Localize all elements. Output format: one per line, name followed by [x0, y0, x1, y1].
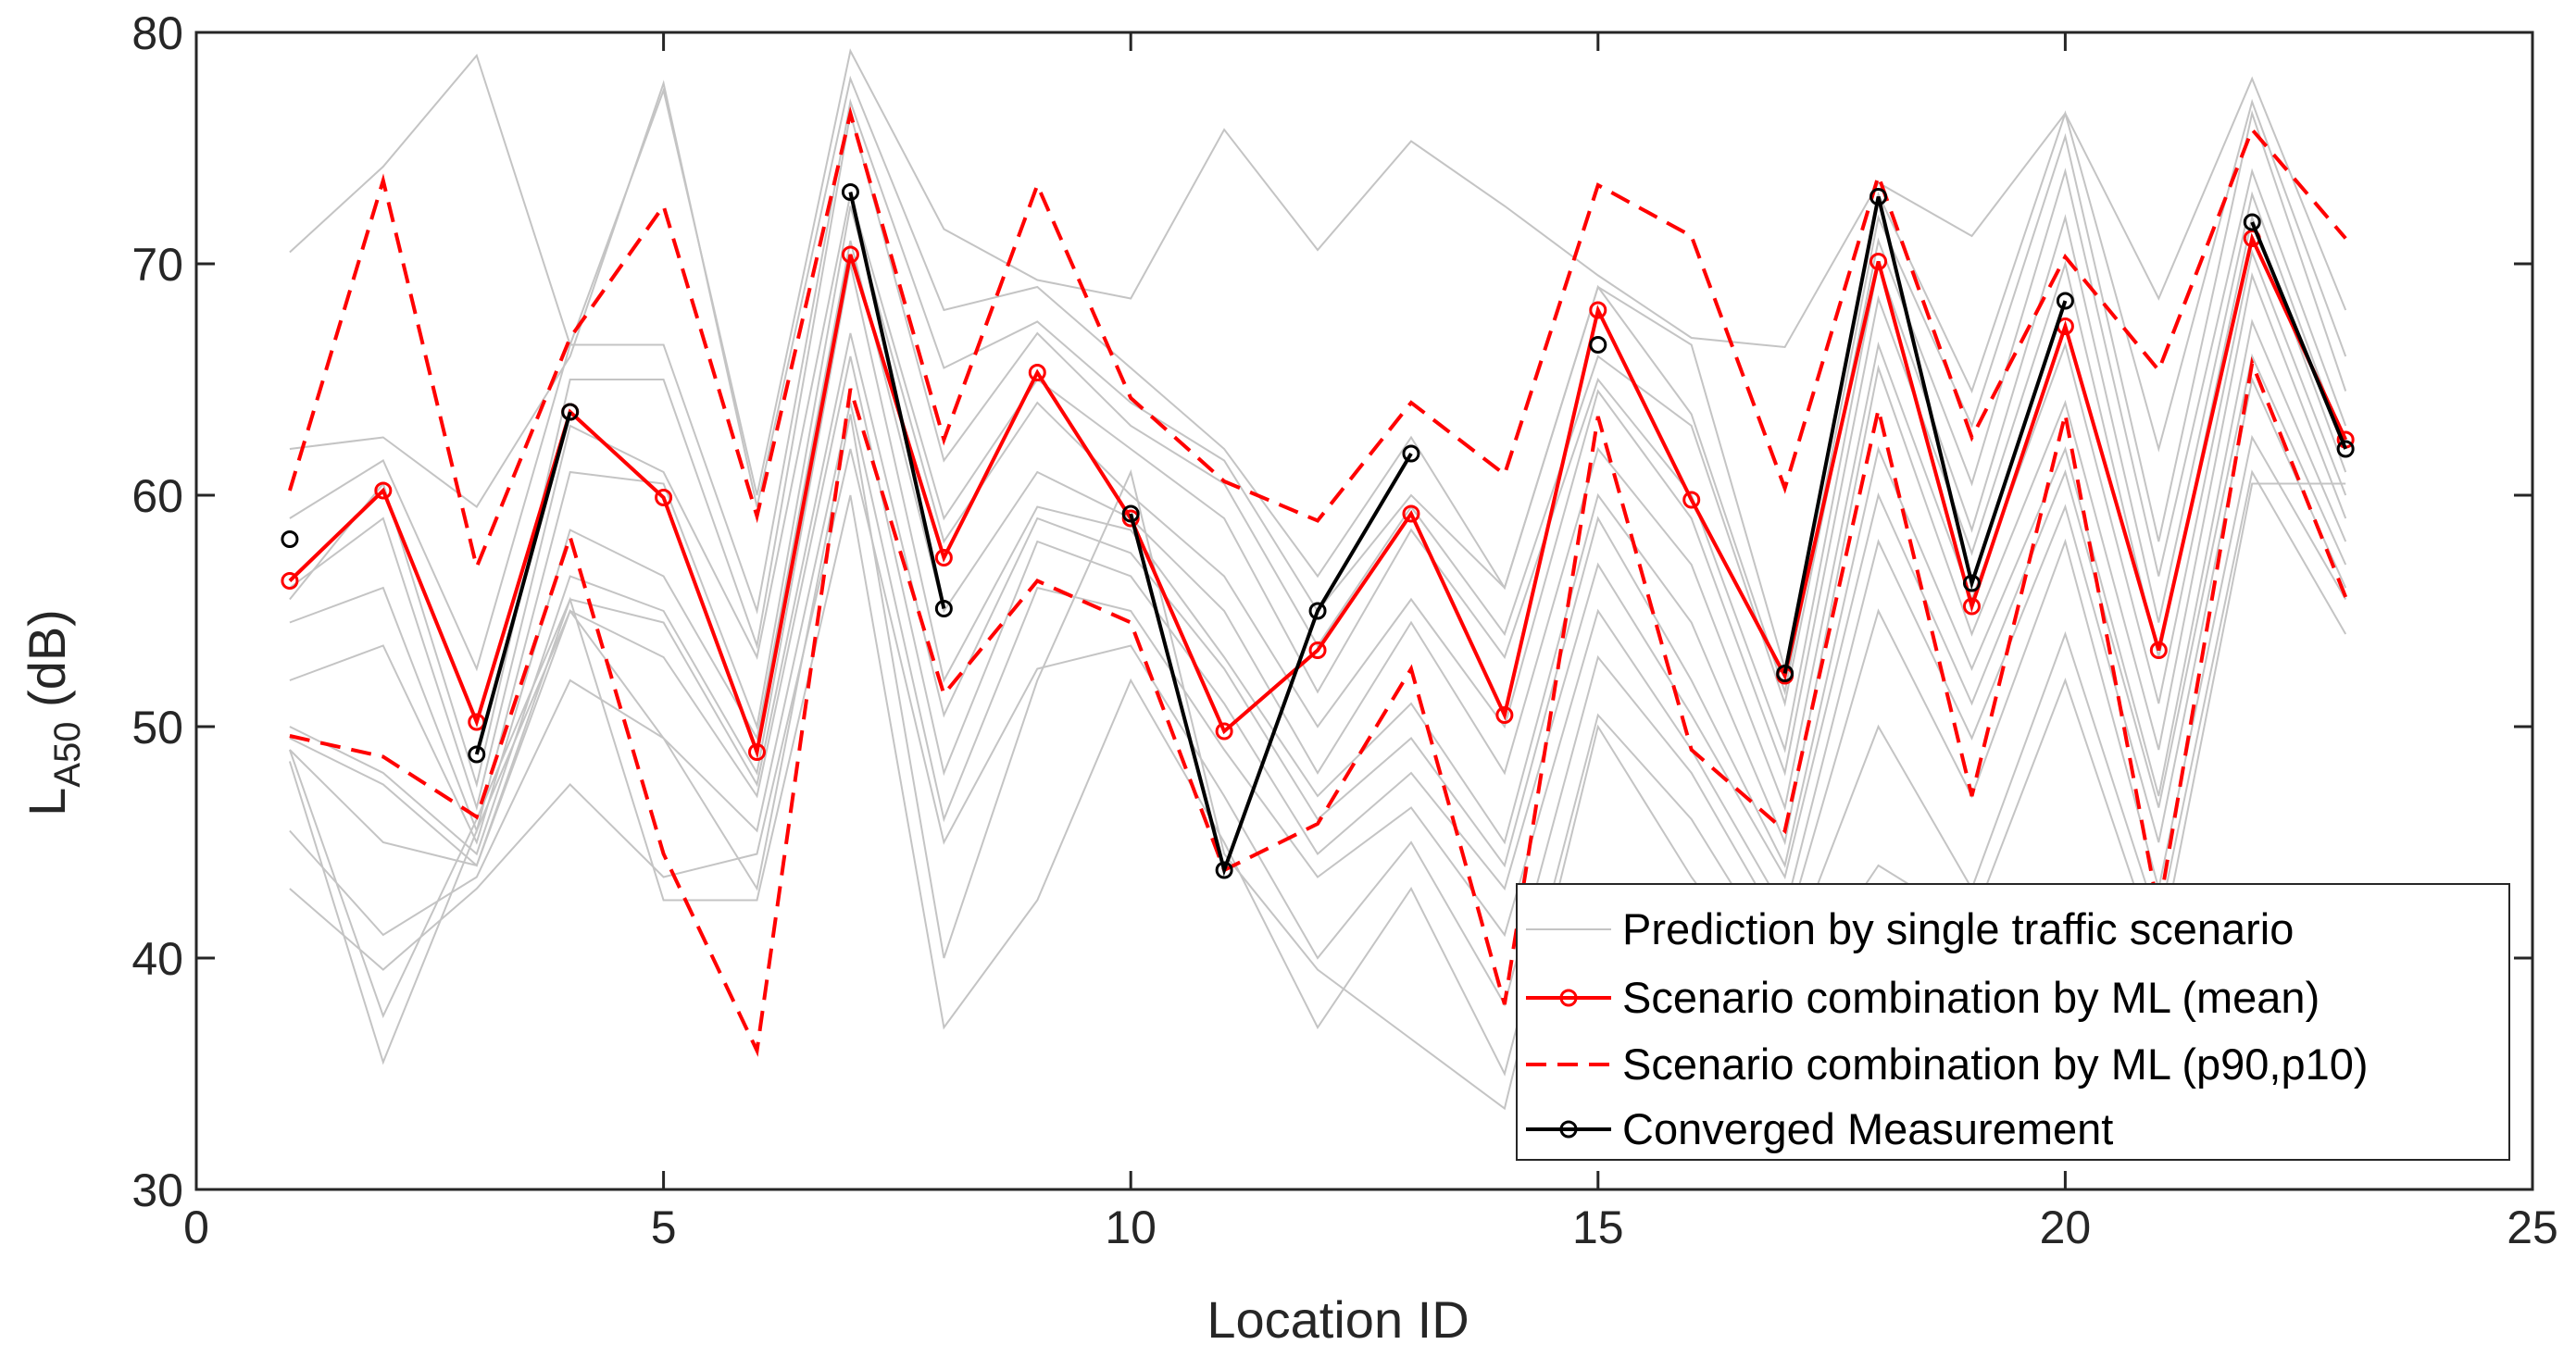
- ml-mean-point-19: [1962, 597, 1981, 616]
- ml-mean-line: [288, 232, 2348, 760]
- ml-mean-point-6: [748, 743, 767, 761]
- y-tick-label-80: 80: [131, 7, 183, 59]
- axis-ticks: 0 5 10 15 20 25 30 40 50 60 70 80: [131, 7, 2557, 1253]
- ml-mean-point-21: [2149, 641, 2168, 659]
- ml-mean-point-9: [1028, 364, 1046, 381]
- axes-box: [194, 31, 2534, 1191]
- y-axis-label-main: L: [18, 788, 76, 816]
- measurement-line-6: [1782, 196, 2068, 674]
- x-tick-label-0: 0: [183, 1201, 209, 1253]
- x-tick-label-20: 20: [2040, 1201, 2092, 1253]
- ml-p-lower-line: [289, 356, 2348, 1057]
- ml-mean-point-15: [1589, 301, 1607, 319]
- ml-mean-point-8: [934, 549, 953, 566]
- ml-mean-point-12: [1308, 641, 1327, 659]
- legend: Prediction by single traffic scenario Sc…: [1516, 883, 2510, 1161]
- measurement-point-18: [1869, 188, 1888, 205]
- gray-prediction-line-9: [289, 318, 2347, 868]
- measurement-point-17: [1776, 665, 1794, 682]
- x-tick-label-10: 10: [1105, 1201, 1157, 1253]
- gray-prediction-line-10: [289, 353, 2347, 891]
- legend-marker-mean: [1559, 989, 1578, 1007]
- ml-mean-point-16: [1682, 491, 1701, 509]
- measurement-line-3: [848, 192, 946, 609]
- y-tick-label-50: 50: [131, 702, 183, 753]
- ml-p-upper-line: [287, 106, 2347, 573]
- measurement-point-10: [1121, 504, 1140, 523]
- ml-mean-point-1: [281, 572, 299, 590]
- measurement-point-22: [2243, 213, 2261, 231]
- gray-prediction-line-4: [289, 113, 2347, 789]
- x-tick-label-5: 5: [651, 1201, 677, 1253]
- gray-prediction-line-13: [288, 469, 2347, 1077]
- measurement-point-19: [1962, 574, 1981, 592]
- y-tick-label-40: 40: [131, 933, 183, 985]
- legend-marker-measurement: [1559, 1120, 1578, 1139]
- plot-area: [281, 48, 2355, 1111]
- legend-label-ml-percentiles: Scenario combination by ML (p90,p10): [1622, 1040, 2369, 1089]
- measurement-point-3: [468, 745, 486, 764]
- legend-box: [1516, 883, 2510, 1161]
- ml-mean-point-13: [1402, 504, 1420, 523]
- ml-mean-point-5: [655, 489, 673, 506]
- measurement-point-13: [1402, 444, 1420, 463]
- legend-label-single-scenario: Prediction by single traffic scenario: [1622, 904, 2294, 953]
- y-tick-label-60: 60: [131, 470, 183, 522]
- ml-mean-point-2: [374, 481, 393, 500]
- gray-prediction-line-6: [289, 205, 2347, 834]
- gray-prediction-line-11: [289, 376, 2347, 938]
- measurement-point-23: [2336, 440, 2355, 458]
- measurement-point-8: [934, 600, 953, 617]
- x-tick-label-25: 25: [2507, 1201, 2558, 1253]
- measurement-point-15: [1589, 336, 1607, 354]
- gray-prediction-line-5: [289, 191, 2347, 812]
- ml-mean-point-14: [1495, 706, 1514, 724]
- measurement-point-12: [1308, 602, 1327, 620]
- measurement-point-1: [281, 530, 299, 548]
- y-tick-label-70: 70: [131, 239, 183, 291]
- y-axis-label-subscript: A50: [47, 722, 88, 788]
- x-tick-label-15: 15: [1572, 1201, 1624, 1253]
- measurement-point-7: [841, 183, 859, 201]
- y-axis-label: LA50 (dB): [18, 609, 88, 816]
- gray-prediction-line-12: [289, 434, 2347, 1007]
- measurement-point-20: [2056, 292, 2074, 310]
- measurement-point-4: [561, 403, 580, 421]
- y-axis-label-unit: (dB): [18, 609, 76, 721]
- x-axis-label: Location ID: [1207, 1290, 1469, 1349]
- measurement-point-11: [1215, 861, 1233, 879]
- gray-prediction-line-2: [289, 75, 2347, 669]
- legend-label-ml-mean: Scenario combination by ML (mean): [1622, 973, 2320, 1022]
- ml-mean-point-11: [1215, 722, 1233, 741]
- legend-label-measurement: Converged Measurement: [1622, 1104, 2113, 1153]
- measurement-line-7: [2250, 221, 2348, 450]
- measurement-line-4: [1129, 452, 1413, 877]
- measurement-line-2: [474, 411, 572, 755]
- ml-mean-point-18: [1869, 253, 1888, 270]
- gray-prediction-line-14: [288, 414, 2346, 1111]
- gray-prediction-line-8: [289, 263, 2347, 856]
- ml-mean-point-7: [841, 245, 859, 264]
- y-tick-label-30: 30: [131, 1164, 183, 1216]
